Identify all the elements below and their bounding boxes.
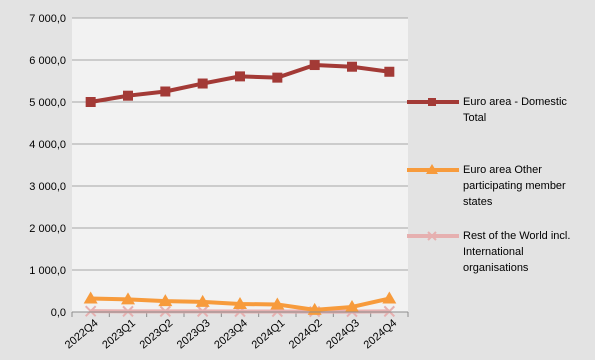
legend-swatch-domestic	[407, 98, 459, 106]
legend-swatch-other-member-states	[407, 164, 459, 174]
data-point-other-member-states	[83, 291, 98, 304]
x-tick-label: 2023Q2	[138, 317, 176, 351]
data-point-domestic	[235, 71, 245, 82]
x-tick-label: 2024Q4	[362, 317, 400, 351]
data-point-domestic	[272, 72, 283, 83]
data-point-rest-of-world	[122, 305, 134, 318]
y-tick-label: 3 000,0	[29, 181, 66, 193]
gridlines	[72, 17, 408, 271]
x-tick-label: 2023Q1	[100, 317, 138, 351]
y-tick-label: 4 000,0	[29, 139, 66, 151]
data-point-rest-of-world	[383, 305, 396, 318]
x-tick-label: 2023Q3	[175, 317, 213, 351]
data-point-domestic	[160, 86, 171, 97]
y-tick-label: 6 000,0	[29, 55, 66, 67]
data-point-domestic	[197, 78, 208, 89]
data-point-other-member-states	[158, 294, 173, 307]
y-tick-label: 2 000,0	[29, 223, 66, 235]
data-point-rest-of-world	[84, 305, 97, 317]
data-point-domestic	[347, 61, 357, 72]
data-point-domestic	[123, 90, 133, 101]
plot-area	[72, 18, 408, 312]
data-point-rest-of-world	[196, 305, 209, 318]
data-point-other-member-states	[345, 299, 359, 312]
data-point-other-member-states	[195, 294, 210, 307]
legend-label-other-member-states: Euro area Other participating member sta…	[463, 164, 566, 208]
data-point-other-member-states	[233, 297, 247, 310]
y-tick-label: 5 000,0	[29, 97, 66, 109]
data-point-other-member-states	[121, 292, 135, 305]
y-axis-ticks: 0,0 1 000,0 2 000,0 3 000,0 4 000,0 5 000,0 6 …	[29, 13, 66, 319]
y-tick-label: 0,0	[51, 307, 66, 319]
legend-label-domestic: Euro area - Domestic Total	[463, 96, 567, 124]
data-point-domestic	[309, 60, 320, 71]
data-point-rest-of-world	[159, 305, 172, 318]
x-tick-label: 2024Q2	[287, 317, 325, 351]
data-point-domestic	[384, 66, 395, 77]
legend-swatch-rest-of-world	[407, 231, 459, 241]
y-tick-label: 1 000,0	[29, 265, 66, 277]
x-tick-label: 2024Q1	[250, 317, 288, 351]
data-point-domestic	[85, 97, 96, 107]
data-point-other-member-states	[382, 291, 397, 304]
y-tick-label: 7 000,0	[29, 13, 66, 25]
x-tick-label: 2023Q4	[212, 317, 250, 351]
x-tick-label: 2022Q4	[63, 317, 101, 351]
x-axis-ticks: 2022Q4 2023Q1 2023Q2 2023Q3 2023Q4 2024Q1 2024…	[63, 312, 409, 351]
x-tick-label: 2024Q3	[324, 317, 362, 351]
legend-label-rest-of-world: Rest of the World incl. International or…	[463, 230, 571, 274]
data-point-other-member-states	[270, 297, 285, 310]
